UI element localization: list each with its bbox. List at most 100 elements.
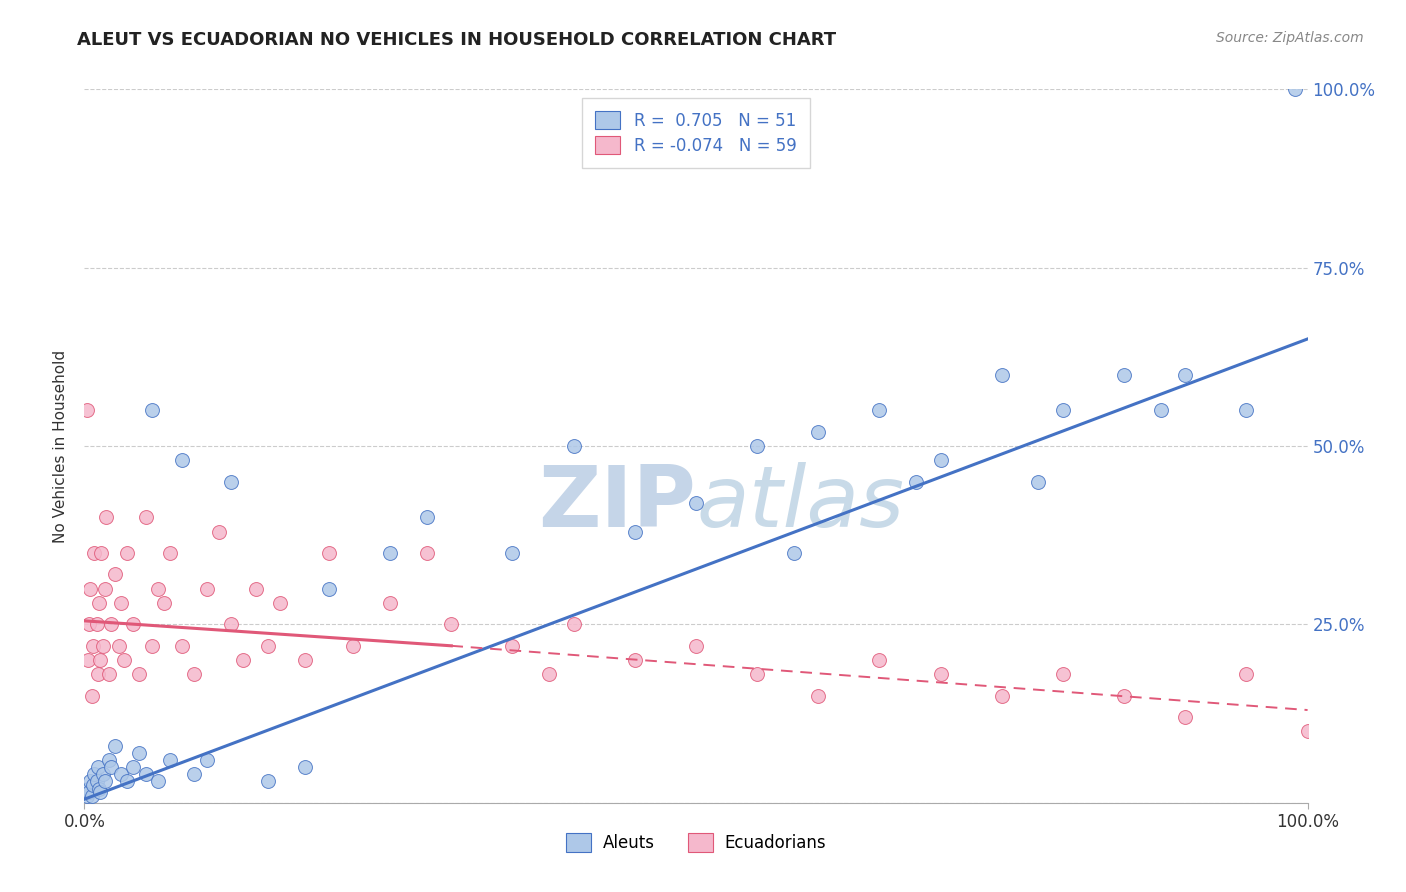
Point	[416, 546, 439, 560]
Point	[208, 524, 231, 539]
Point	[685, 496, 707, 510]
Point	[624, 653, 647, 667]
Point	[172, 453, 194, 467]
Point	[89, 653, 111, 667]
Point	[440, 617, 463, 632]
Point	[110, 596, 132, 610]
Point	[269, 596, 291, 610]
Point	[502, 639, 524, 653]
Point	[91, 767, 114, 781]
Point	[100, 617, 122, 632]
Point	[807, 425, 830, 439]
Point	[342, 639, 364, 653]
Point	[146, 582, 169, 596]
Point	[82, 639, 104, 653]
Point	[77, 781, 100, 796]
Point	[141, 403, 163, 417]
Point	[1114, 368, 1136, 382]
Point	[380, 546, 402, 560]
Point	[416, 510, 439, 524]
Point	[77, 617, 100, 632]
Point	[294, 653, 316, 667]
Point	[112, 653, 135, 667]
Point	[76, 403, 98, 417]
Point	[96, 510, 118, 524]
Point	[1052, 403, 1074, 417]
Point	[87, 596, 110, 610]
Point	[141, 639, 163, 653]
Point	[79, 774, 101, 789]
Point	[87, 781, 110, 796]
Point	[128, 746, 150, 760]
Legend: Aleuts, Ecuadorians: Aleuts, Ecuadorians	[560, 827, 832, 859]
Point	[195, 582, 218, 596]
Point	[685, 639, 707, 653]
Point	[77, 653, 100, 667]
Point	[807, 689, 830, 703]
Text: ALEUT VS ECUADORIAN NO VEHICLES IN HOUSEHOLD CORRELATION CHART: ALEUT VS ECUADORIAN NO VEHICLES IN HOUSE…	[77, 31, 837, 49]
Point	[1028, 475, 1050, 489]
Point	[115, 774, 138, 789]
Point	[195, 753, 218, 767]
Point	[232, 653, 254, 667]
Point	[294, 760, 316, 774]
Point	[83, 546, 105, 560]
Point	[122, 760, 145, 774]
Point	[991, 368, 1014, 382]
Point	[97, 667, 120, 681]
Point	[89, 785, 111, 799]
Point	[538, 667, 561, 681]
Point	[107, 639, 129, 653]
Point	[1150, 403, 1173, 417]
Point	[869, 403, 891, 417]
Point	[104, 567, 127, 582]
Point	[159, 546, 181, 560]
Point	[183, 767, 205, 781]
Text: ZIP: ZIP	[538, 461, 696, 545]
Point	[77, 785, 100, 799]
Point	[1236, 403, 1258, 417]
Point	[80, 689, 103, 703]
Point	[257, 774, 280, 789]
Point	[122, 617, 145, 632]
Point	[183, 667, 205, 681]
Point	[172, 639, 194, 653]
Point	[110, 767, 132, 781]
Point	[1296, 724, 1319, 739]
Point	[135, 767, 157, 781]
Point	[97, 753, 120, 767]
Y-axis label: No Vehicles in Household: No Vehicles in Household	[53, 350, 69, 542]
Point	[257, 639, 280, 653]
Point	[87, 667, 110, 681]
Point	[1114, 689, 1136, 703]
Point	[747, 439, 769, 453]
Point	[929, 667, 952, 681]
Point	[1284, 82, 1306, 96]
Point	[905, 475, 928, 489]
Point	[562, 617, 585, 632]
Point	[502, 546, 524, 560]
Point	[146, 774, 169, 789]
Point	[90, 546, 112, 560]
Point	[82, 778, 104, 792]
Point	[219, 617, 242, 632]
Point	[87, 760, 110, 774]
Point	[1174, 368, 1197, 382]
Point	[135, 510, 157, 524]
Point	[76, 789, 98, 803]
Point	[318, 546, 340, 560]
Point	[562, 439, 585, 453]
Point	[100, 760, 122, 774]
Point	[624, 524, 647, 539]
Point	[91, 639, 114, 653]
Text: atlas: atlas	[696, 461, 904, 545]
Point	[153, 596, 176, 610]
Point	[86, 774, 108, 789]
Point	[86, 617, 108, 632]
Point	[159, 753, 181, 767]
Point	[1236, 667, 1258, 681]
Point	[869, 653, 891, 667]
Point	[94, 774, 117, 789]
Point	[1052, 667, 1074, 681]
Point	[1174, 710, 1197, 724]
